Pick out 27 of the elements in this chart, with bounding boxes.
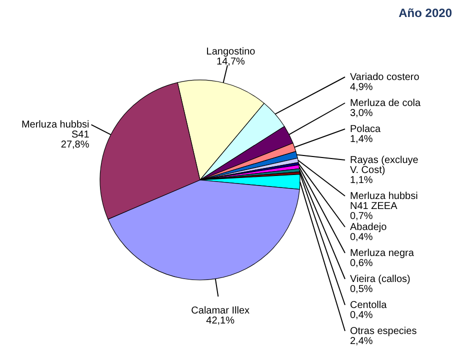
data-label: 3,0% <box>350 108 373 119</box>
data-label: 0,5% <box>350 284 373 295</box>
data-label: 2,4% <box>350 336 373 347</box>
slice-label: Abadejo <box>350 222 388 233</box>
slice-label: Otras especies <box>350 326 417 337</box>
data-label: 0,4% <box>350 232 373 243</box>
data-label: 1,1% <box>350 175 373 186</box>
data-label: 1,4% <box>350 134 373 145</box>
slice-label: Calamar Illex <box>191 305 250 316</box>
slice-label: Langostino <box>206 46 256 58</box>
data-label: 14,7% <box>216 56 246 68</box>
slice-label: Variado costero <box>350 72 420 83</box>
data-label: 0,4% <box>350 310 373 321</box>
data-label: 0,6% <box>350 258 373 269</box>
chart-title: Año 2020 <box>398 6 452 20</box>
slice-label: Centolla <box>350 300 388 311</box>
slice-label: Merluza hubbsi N41 ZEEA <box>350 191 418 212</box>
slice-label: Vieira (callos) <box>350 274 410 285</box>
data-label: 0,7% <box>350 211 373 222</box>
data-label: 4,9% <box>350 82 373 93</box>
slice-label: Polaca <box>350 124 382 135</box>
data-label: 42,1% <box>206 315 235 326</box>
slice-label: Merluza negra <box>350 248 414 259</box>
slice-label: Merluza de cola <box>350 98 422 109</box>
slice-label: Rayas (excluye V. Cost) <box>350 155 419 176</box>
slice-label: Merluza hubbsi S41 <box>21 120 90 141</box>
data-label: 27,8% <box>60 140 90 151</box>
